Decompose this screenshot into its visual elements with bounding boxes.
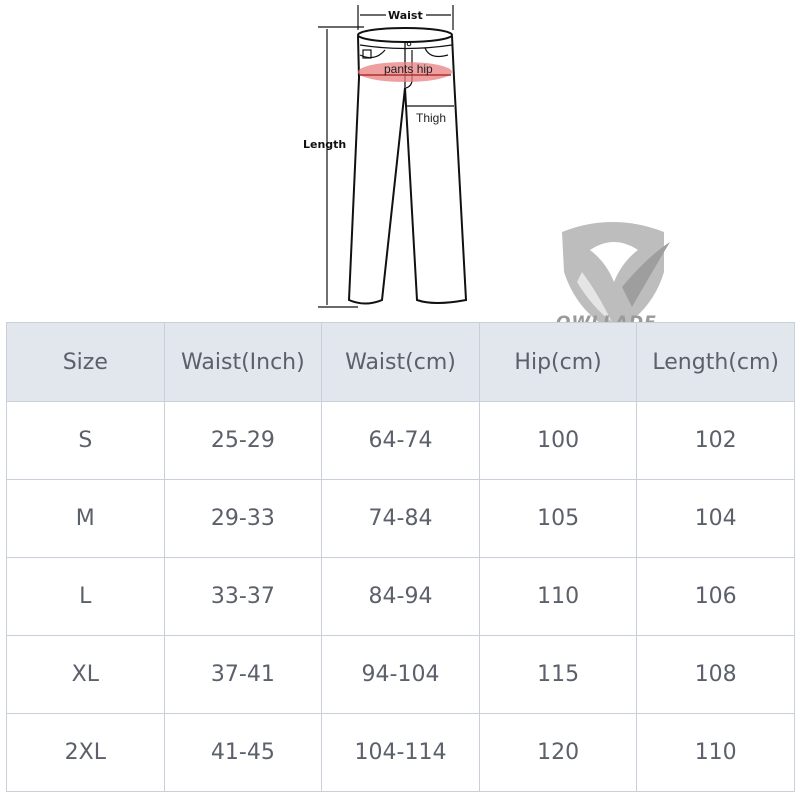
cell-length-cm: 106	[636, 557, 795, 636]
cell-length-cm: 110	[636, 713, 795, 792]
header-hip-cm: Hip(cm)	[478, 322, 638, 402]
table-row: S 25-29 64-74 100 102	[6, 401, 795, 480]
cell-length-cm: 102	[636, 401, 795, 480]
cell-hip-cm: 120	[478, 713, 638, 792]
length-label: Length	[303, 138, 346, 151]
cell-waist-inch: 33-37	[163, 557, 323, 636]
size-chart-table: Size Waist(Inch) Waist(cm) Hip(cm) Lengt…	[6, 322, 795, 792]
cell-waist-inch: 41-45	[163, 713, 323, 792]
cell-waist-cm: 74-84	[321, 479, 480, 558]
cell-waist-inch: 29-33	[163, 479, 323, 558]
cell-waist-cm: 94-104	[321, 635, 480, 714]
owl-logo-icon	[562, 222, 670, 332]
cell-size: XL	[6, 635, 165, 714]
table-row: 2XL 41-45 104-114 120 110	[6, 713, 795, 792]
pants-measurement-diagram: Waist Length pants hip Thigh	[303, 5, 468, 308]
cell-waist-inch: 25-29	[163, 401, 323, 480]
thigh-label: Thigh	[416, 111, 446, 125]
cell-length-cm: 104	[636, 479, 795, 558]
cell-hip-cm: 115	[478, 635, 638, 714]
table-row: XL 37-41 94-104 115 108	[6, 635, 795, 714]
hip-label: pants hip	[384, 62, 433, 76]
header-waist-inch: Waist(Inch)	[163, 322, 323, 402]
header-size: Size	[6, 322, 165, 402]
cell-hip-cm: 105	[478, 479, 638, 558]
cell-size: 2XL	[6, 713, 165, 792]
cell-length-cm: 108	[636, 635, 795, 714]
cell-waist-cm: 84-94	[321, 557, 480, 636]
cell-hip-cm: 110	[478, 557, 638, 636]
hip-highlight	[358, 62, 452, 82]
cell-size: L	[6, 557, 165, 636]
table-header-row: Size Waist(Inch) Waist(cm) Hip(cm) Lengt…	[6, 322, 795, 402]
cell-waist-cm: 104-114	[321, 713, 480, 792]
waist-label: Waist	[388, 9, 423, 22]
table-row: L 33-37 84-94 110 106	[6, 557, 795, 636]
cell-size: M	[6, 479, 165, 558]
cell-waist-cm: 64-74	[321, 401, 480, 480]
table-row: M 29-33 74-84 105 104	[6, 479, 795, 558]
cell-waist-inch: 37-41	[163, 635, 323, 714]
header-length-cm: Length(cm)	[636, 322, 795, 402]
header-waist-cm: Waist(cm)	[321, 322, 480, 402]
cell-size: S	[6, 401, 165, 480]
cell-hip-cm: 100	[478, 401, 638, 480]
